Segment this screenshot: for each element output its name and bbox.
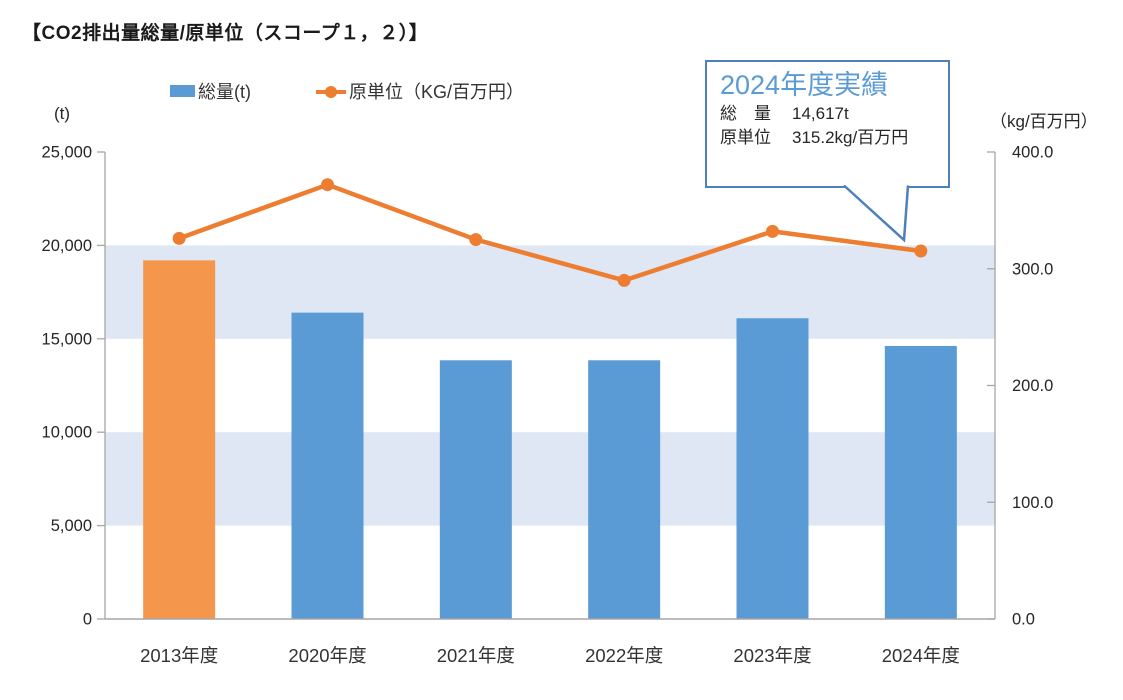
bar-2023年度 [736, 318, 809, 619]
right-axis-unit: （kg/百万円） [990, 112, 1098, 131]
chart-title: 【CO2排出量総量/原単位（スコープ１，２）】 [22, 23, 429, 44]
bar-2021年度 [439, 360, 512, 619]
callout-intensity-value: 315.2kg/百万円 [792, 128, 909, 147]
callout-total-value: 14,617t [792, 104, 849, 123]
legend-item-intensity: 原単位（KG/百万円） [316, 78, 524, 104]
x-tick-label: 2013年度 [140, 645, 218, 666]
left-tick-label: 0 [83, 611, 92, 629]
callout-total-label: 総 量 [720, 104, 771, 123]
left-tick-label: 25,000 [42, 144, 92, 162]
callout-2024-results: 2024年度実績 総 量 14,617t 原単位 315.2kg/百万円 [705, 60, 950, 188]
right-tick-label: 300.0 [1012, 260, 1053, 278]
left-tick-label: 5,000 [51, 517, 92, 535]
right-tick-label: 200.0 [1012, 377, 1053, 395]
bar-2022年度 [588, 360, 661, 619]
x-tick-label: 2024年度 [882, 645, 960, 666]
bar-series-swatch-icon [170, 85, 195, 97]
callout-row-total: 総 量 14,617t [720, 102, 936, 126]
left-tick-label: 10,000 [42, 424, 92, 442]
right-tick-label: 0.0 [1012, 611, 1035, 629]
right-tick-label: 100.0 [1012, 494, 1053, 512]
right-tick-label: 400.0 [1012, 144, 1053, 162]
intensity-point-2024年度 [914, 244, 928, 258]
intensity-point-2021年度 [469, 233, 483, 247]
legend-item-total: 総量(t) [170, 78, 251, 104]
left-axis-unit: (t) [54, 104, 71, 123]
left-tick-label: 20,000 [42, 237, 92, 255]
intensity-point-2020年度 [321, 178, 334, 192]
x-tick-label: 2022年度 [585, 645, 663, 666]
legend-label-total: 総量(t) [198, 82, 251, 102]
intensity-line [178, 182, 922, 283]
plot-band [105, 432, 995, 526]
left-tick-label: 15,000 [42, 330, 92, 348]
callout-title: 2024年度実績 [720, 70, 889, 100]
intensity-point-2022年度 [617, 273, 631, 287]
intensity-point-2013年度 [172, 231, 186, 245]
bar-2024年度 [884, 345, 957, 619]
callout-intensity-label: 原単位 [720, 128, 771, 147]
x-tick-label: 2020年度 [288, 645, 366, 666]
x-tick-label: 2023年度 [733, 645, 811, 666]
callout-row-intensity: 原単位 315.2kg/百万円 [720, 126, 936, 150]
intensity-point-2023年度 [766, 224, 779, 238]
bar-2020年度 [291, 312, 364, 619]
legend-label-intensity: 原単位（KG/百万円） [349, 82, 525, 102]
x-tick-label: 2021年度 [437, 645, 515, 666]
line-series-swatch-icon [316, 85, 346, 98]
bar-2013年度 [143, 260, 216, 619]
